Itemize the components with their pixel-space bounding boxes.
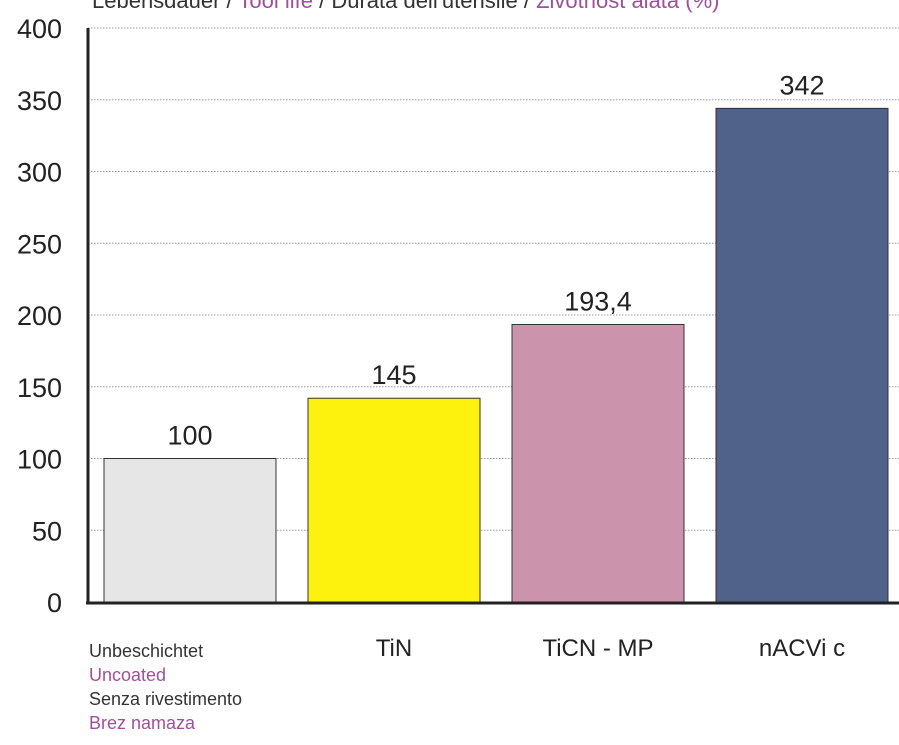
bar-3 <box>715 107 889 603</box>
chart-title: Lebensdauer / Tool life / Durata dell'ut… <box>92 0 719 13</box>
category-label-0-line-3: Brez namaza <box>89 713 196 733</box>
category-labels: Unbeschichtet Uncoated Senza rivestimento B… <box>89 635 845 733</box>
category-label-1: TiN <box>376 635 412 662</box>
y-tick-label-150: 150 <box>17 373 62 403</box>
y-tick-label-400: 400 <box>17 14 62 44</box>
chart-title-part-1: Tool life <box>238 0 313 13</box>
bar-1 <box>307 397 481 603</box>
value-label-3: 342 <box>779 70 824 100</box>
y-tick-label-200: 200 <box>17 301 62 331</box>
category-label-3: nACVi c <box>759 635 845 662</box>
chart-title-part-2: / Durata dell'utensile / <box>313 0 536 13</box>
bar-2 <box>511 323 685 603</box>
y-tick-label-250: 250 <box>17 229 62 259</box>
value-label-2: 193,4 <box>564 286 632 316</box>
bars <box>103 107 889 603</box>
axes <box>86 28 899 605</box>
y-tick-label-100: 100 <box>17 445 62 475</box>
chart-title-part-0: Lebensdauer / <box>92 0 238 13</box>
value-label-1: 145 <box>371 360 416 390</box>
y-tick-label-50: 50 <box>32 516 62 546</box>
category-label-0-line-1: Uncoated <box>89 665 166 685</box>
value-labels: 100 145 193,4 342 <box>167 70 824 450</box>
category-label-2: TiCN - MP <box>542 635 653 662</box>
y-tick-label-0: 0 <box>47 588 62 618</box>
category-label-0-line-0: Unbeschichtet <box>89 641 203 661</box>
value-label-0: 100 <box>167 421 212 451</box>
y-tick-label-300: 300 <box>17 158 62 188</box>
chart-title-part-3: Životnost alata (%) <box>536 0 719 13</box>
y-axis-tick-labels: 0 50 100 150 200 250 300 350 400 <box>17 14 62 618</box>
category-label-0-line-2: Senza rivestimento <box>89 689 242 709</box>
y-tick-label-350: 350 <box>17 86 62 116</box>
bar-0 <box>103 458 277 603</box>
